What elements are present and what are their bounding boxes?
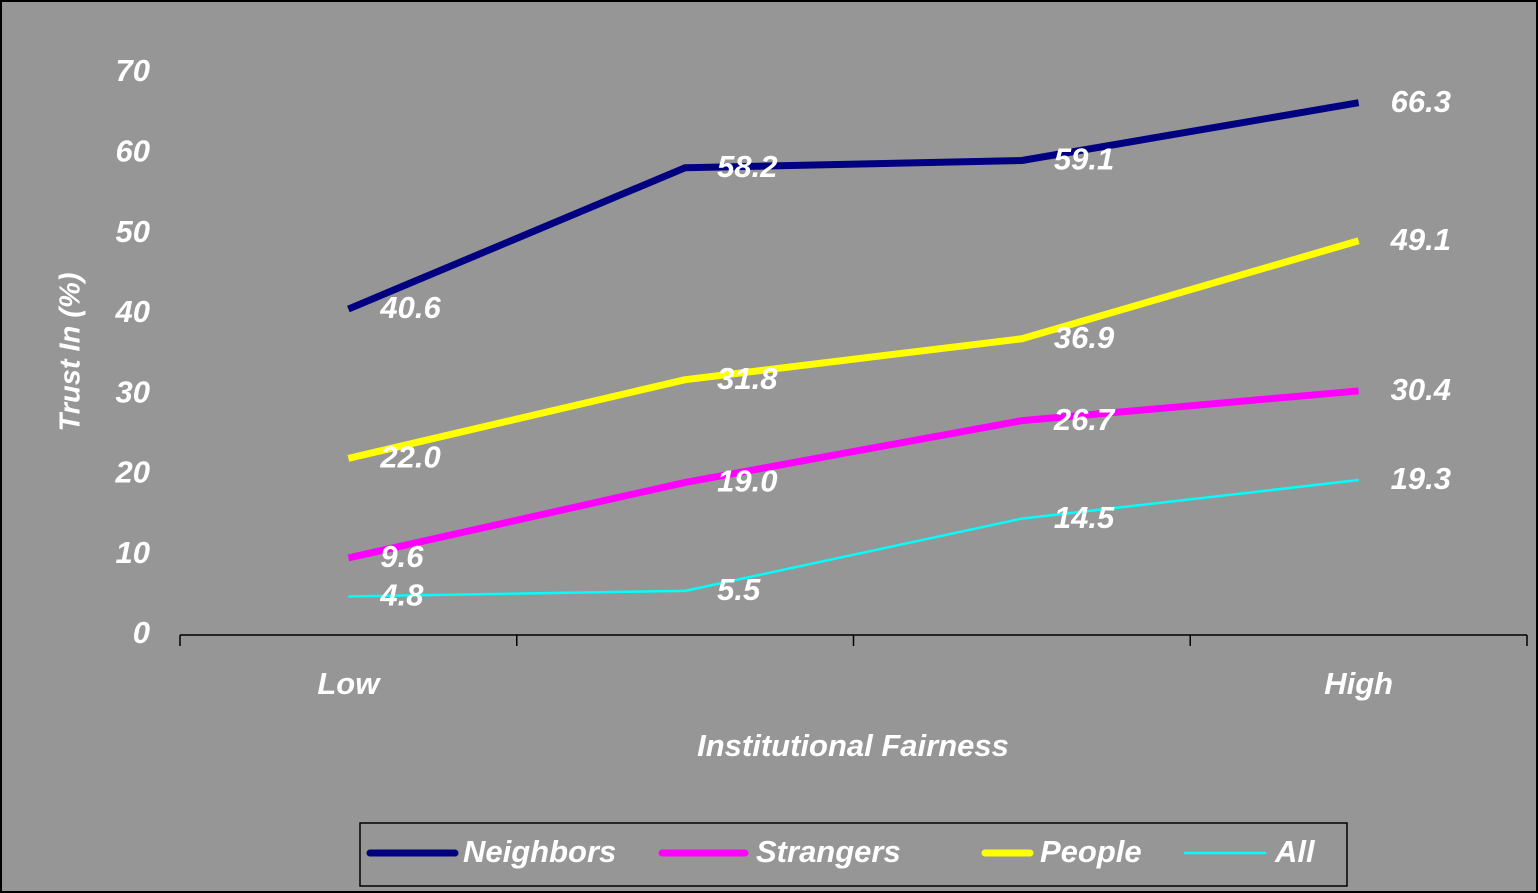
series-line xyxy=(348,478,1359,598)
data-label: 31.8 xyxy=(717,361,778,396)
data-label: 66.3 xyxy=(1391,84,1451,119)
legend-label: All xyxy=(1274,834,1316,869)
data-label: 26.7 xyxy=(1053,402,1116,437)
data-label: 14.5 xyxy=(1054,500,1115,535)
y-tick-label: 10 xyxy=(116,535,150,570)
data-label: 19.3 xyxy=(1391,461,1451,496)
y-tick-label: 20 xyxy=(115,455,150,490)
data-label: 40.6 xyxy=(379,290,441,325)
x-tick-label: Low xyxy=(317,666,381,701)
data-label: 5.5 xyxy=(717,572,761,607)
legend-label: Neighbors xyxy=(463,834,616,869)
x-axis-label: Institutional Fairness xyxy=(697,728,1009,763)
y-tick-label: 50 xyxy=(116,214,150,249)
data-label: 58.2 xyxy=(717,149,777,184)
data-label: 30.4 xyxy=(1391,372,1451,407)
data-label: 4.8 xyxy=(379,578,424,613)
x-tick-label: High xyxy=(1324,666,1393,701)
y-tick-label: 70 xyxy=(116,53,150,88)
y-tick-label: 0 xyxy=(133,615,150,650)
data-label: 59.1 xyxy=(1054,142,1114,177)
y-tick-label: 60 xyxy=(116,133,150,168)
data-label: 36.9 xyxy=(1054,320,1115,355)
y-axis-label: Trust In (%) xyxy=(55,273,87,432)
series-line xyxy=(347,237,1360,462)
y-tick-label: 30 xyxy=(116,374,150,409)
legend-box xyxy=(359,822,1348,887)
data-label: 49.1 xyxy=(1390,222,1451,257)
data-label: 9.6 xyxy=(380,539,424,574)
series-line xyxy=(347,99,1360,313)
data-label: 22.0 xyxy=(379,440,440,475)
legend-label: Strangers xyxy=(756,834,901,869)
series-line xyxy=(347,387,1359,562)
data-label: 19.0 xyxy=(717,464,777,499)
y-tick-label: 40 xyxy=(115,294,150,329)
legend-label: People xyxy=(1040,834,1142,869)
